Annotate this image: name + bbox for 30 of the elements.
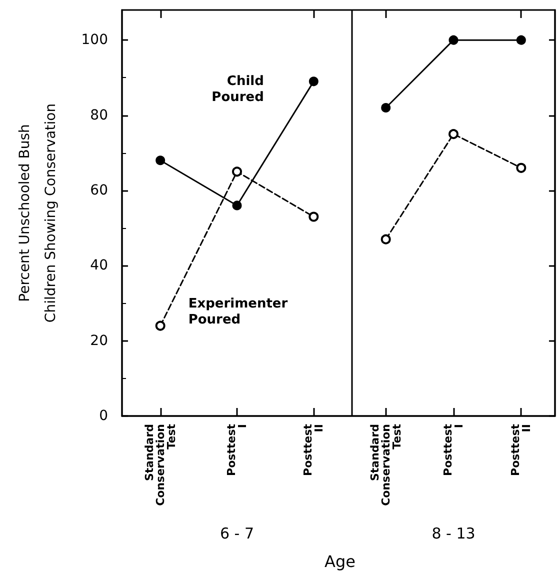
point bbox=[516, 162, 526, 173]
x-tick-label: Posttest II bbox=[302, 424, 326, 476]
y-tick-label: 20 bbox=[90, 332, 108, 349]
point bbox=[155, 320, 166, 331]
text: Age bbox=[324, 552, 356, 571]
point bbox=[156, 156, 166, 166]
point bbox=[381, 102, 391, 112]
text: Child Poured bbox=[212, 74, 264, 105]
x-tick-label: Standard Conservation Test bbox=[142, 424, 178, 506]
y-tick-label: 60 bbox=[90, 182, 108, 198]
series-label: Experimenter Poured bbox=[188, 296, 288, 328]
x-tick-label: Posttest II bbox=[509, 424, 534, 476]
x-tick-label: Posttest I bbox=[225, 424, 249, 476]
point bbox=[308, 76, 318, 86]
x-tick-label: Standard Conservation Test bbox=[368, 424, 404, 506]
x-axis-title: 8 - 13 bbox=[432, 524, 476, 542]
point bbox=[232, 200, 242, 210]
y-tick-label: 40 bbox=[90, 258, 108, 274]
point bbox=[516, 35, 526, 45]
point bbox=[380, 234, 391, 244]
point bbox=[308, 212, 319, 222]
y-axis-title: Percent Unschooled Bush Children Showing Conservation bbox=[17, 103, 59, 323]
y-tick-label: 80 bbox=[90, 107, 108, 124]
point bbox=[232, 166, 242, 177]
y-tick-label: 100 bbox=[81, 32, 108, 48]
x-axis-title: 6 - 7 bbox=[220, 524, 254, 542]
point bbox=[448, 129, 458, 140]
y-tick-label: 0 bbox=[99, 408, 108, 424]
point bbox=[448, 35, 458, 45]
x-tick-label: Posttest I bbox=[442, 424, 466, 476]
